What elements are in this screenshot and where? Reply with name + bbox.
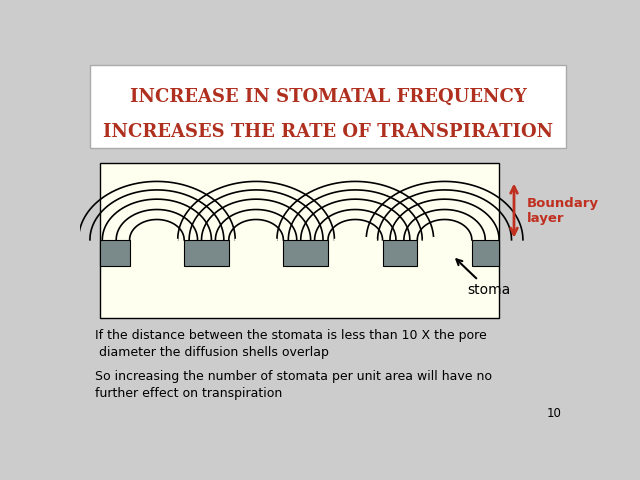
Ellipse shape xyxy=(135,237,179,243)
Bar xyxy=(472,240,499,266)
Ellipse shape xyxy=(234,237,278,243)
Text: So increasing the number of stomata per unit area will have no
further effect on: So increasing the number of stomata per … xyxy=(95,370,492,400)
FancyBboxPatch shape xyxy=(90,65,566,148)
Bar xyxy=(100,240,129,266)
Bar xyxy=(184,240,229,266)
Bar xyxy=(383,240,417,266)
Text: INCREASE IN STOMATAL FREQUENCY: INCREASE IN STOMATAL FREQUENCY xyxy=(130,87,526,106)
Ellipse shape xyxy=(333,237,377,243)
Text: INCREASES THE RATE OF TRANSPIRATION: INCREASES THE RATE OF TRANSPIRATION xyxy=(103,122,553,141)
Text: If the distance between the stomata is less than 10 X the pore
 diameter the dif: If the distance between the stomata is l… xyxy=(95,329,486,359)
Text: stoma: stoma xyxy=(456,259,510,297)
Bar xyxy=(100,163,499,318)
Ellipse shape xyxy=(423,237,467,243)
Bar xyxy=(284,240,328,266)
Text: Boundary
layer: Boundary layer xyxy=(527,197,598,225)
Text: 10: 10 xyxy=(547,407,561,420)
